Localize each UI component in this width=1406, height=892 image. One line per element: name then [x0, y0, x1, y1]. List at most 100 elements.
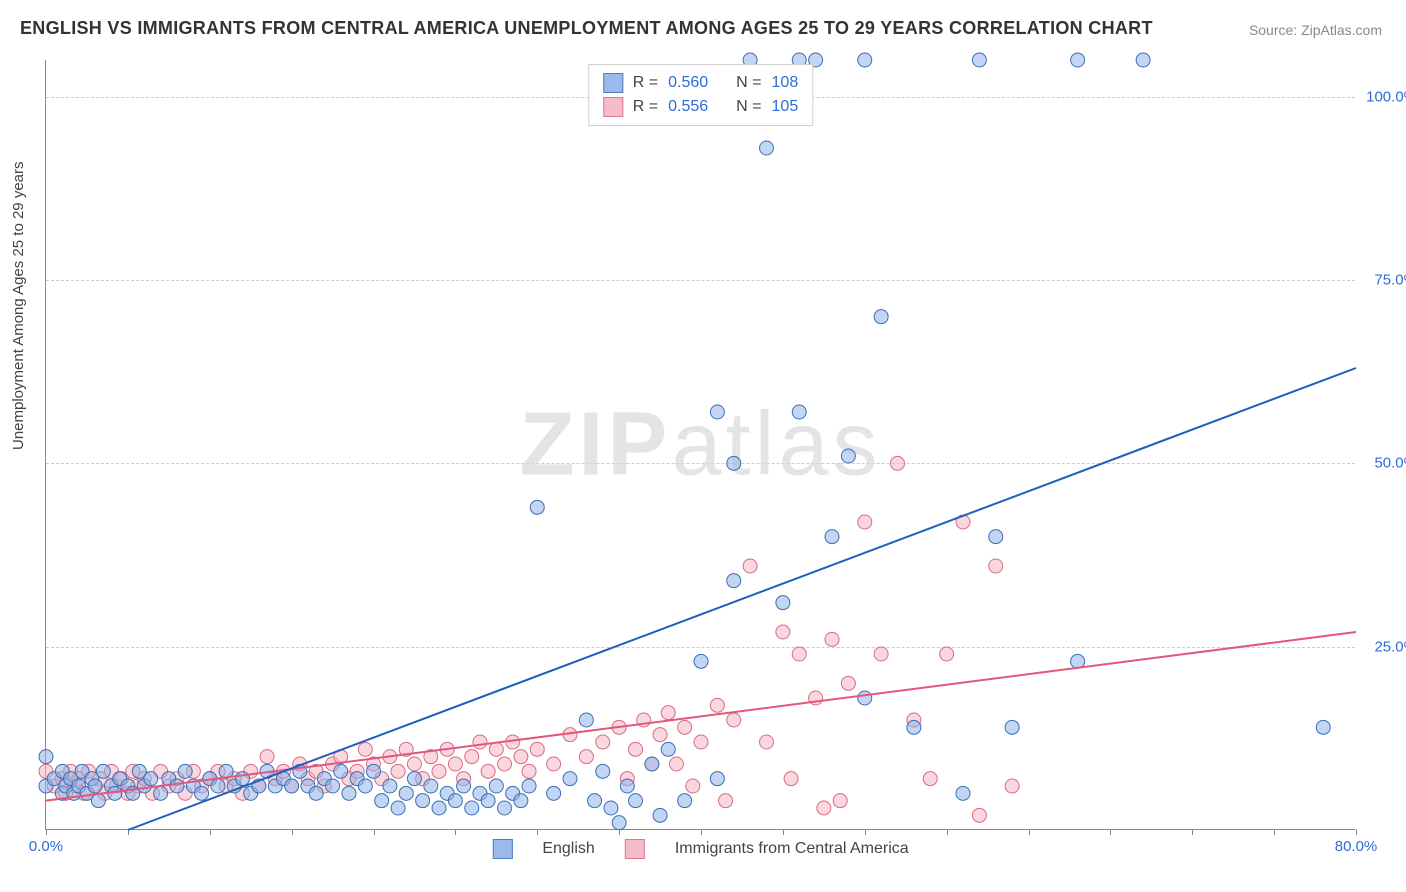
x-tick-label: 80.0%: [1335, 838, 1378, 855]
data-point: [792, 647, 806, 661]
y-tick-label: 50.0%: [1374, 455, 1406, 472]
data-point: [481, 764, 495, 778]
x-tick-mark: [1029, 829, 1030, 835]
data-point: [710, 772, 724, 786]
data-point: [710, 405, 724, 419]
data-point: [342, 786, 356, 800]
data-point: [522, 779, 536, 793]
data-point: [170, 779, 184, 793]
r-value-english: 0.560: [668, 71, 708, 95]
data-point: [309, 786, 323, 800]
data-point: [620, 779, 634, 793]
data-point: [285, 779, 299, 793]
data-point: [579, 750, 593, 764]
data-point: [375, 794, 389, 808]
swatch-english: [603, 73, 623, 93]
data-point: [522, 764, 536, 778]
data-point: [653, 808, 667, 822]
swatch-english-bottom: [492, 839, 512, 859]
x-tick-mark: [374, 829, 375, 835]
data-point: [358, 742, 372, 756]
data-point: [547, 757, 561, 771]
data-point: [784, 772, 798, 786]
data-point: [407, 772, 421, 786]
y-tick-label: 25.0%: [1374, 638, 1406, 655]
data-point: [530, 500, 544, 514]
n-prefix: N =: [736, 71, 761, 95]
data-point: [760, 735, 774, 749]
x-tick-mark: [537, 829, 538, 835]
data-point: [776, 625, 790, 639]
data-point: [1071, 53, 1085, 67]
data-point: [776, 596, 790, 610]
data-point: [481, 794, 495, 808]
y-tick-label: 75.0%: [1374, 272, 1406, 289]
data-point: [1316, 720, 1330, 734]
data-point: [326, 779, 340, 793]
data-point: [694, 735, 708, 749]
data-point: [424, 779, 438, 793]
x-tick-mark: [1110, 829, 1111, 835]
x-tick-mark: [46, 829, 47, 835]
data-point: [727, 456, 741, 470]
data-point: [514, 794, 528, 808]
data-point: [530, 742, 544, 756]
data-point: [629, 742, 643, 756]
data-point: [645, 757, 659, 771]
data-point: [989, 559, 1003, 573]
x-tick-mark: [1356, 829, 1357, 835]
data-point: [891, 456, 905, 470]
data-point: [972, 808, 986, 822]
data-point: [358, 779, 372, 793]
data-point: [489, 779, 503, 793]
data-point: [669, 757, 683, 771]
data-point: [694, 654, 708, 668]
data-point: [923, 772, 937, 786]
x-tick-mark: [701, 829, 702, 835]
plot-area: ZIPatlas R = 0.560 N = 108 R = 0.556 N =…: [45, 60, 1355, 830]
data-point: [416, 794, 430, 808]
data-point: [96, 764, 110, 778]
data-point: [661, 706, 675, 720]
data-point: [473, 735, 487, 749]
data-point: [260, 750, 274, 764]
legend-correlation: R = 0.560 N = 108 R = 0.556 N = 105: [588, 64, 813, 126]
x-tick-mark: [1274, 829, 1275, 835]
x-tick-mark: [455, 829, 456, 835]
data-point: [407, 757, 421, 771]
data-point: [678, 794, 692, 808]
x-tick-mark: [783, 829, 784, 835]
data-point: [91, 794, 105, 808]
data-point: [972, 53, 986, 67]
data-point: [144, 772, 158, 786]
data-point: [448, 757, 462, 771]
data-point: [88, 779, 102, 793]
r-prefix: R =: [633, 71, 658, 95]
data-point: [874, 647, 888, 661]
data-point: [489, 742, 503, 756]
data-point: [1136, 53, 1150, 67]
data-point: [432, 764, 446, 778]
data-point: [367, 764, 381, 778]
data-point: [498, 757, 512, 771]
data-point: [817, 801, 831, 815]
data-point: [448, 794, 462, 808]
data-point: [678, 720, 692, 734]
chart-container: ENGLISH VS IMMIGRANTS FROM CENTRAL AMERI…: [0, 0, 1406, 892]
scatter-svg: [46, 60, 1355, 829]
data-point: [653, 728, 667, 742]
n-value-english: 108: [772, 71, 799, 95]
data-point: [399, 786, 413, 800]
data-point: [178, 764, 192, 778]
r-value-immigrants: 0.556: [668, 95, 708, 119]
data-point: [391, 801, 405, 815]
x-tick-label: 0.0%: [29, 838, 63, 855]
data-point: [792, 405, 806, 419]
swatch-immigrants: [603, 97, 623, 117]
data-point: [727, 574, 741, 588]
data-point: [383, 779, 397, 793]
data-point: [661, 742, 675, 756]
data-point: [1005, 779, 1019, 793]
data-point: [563, 772, 577, 786]
data-point: [465, 801, 479, 815]
